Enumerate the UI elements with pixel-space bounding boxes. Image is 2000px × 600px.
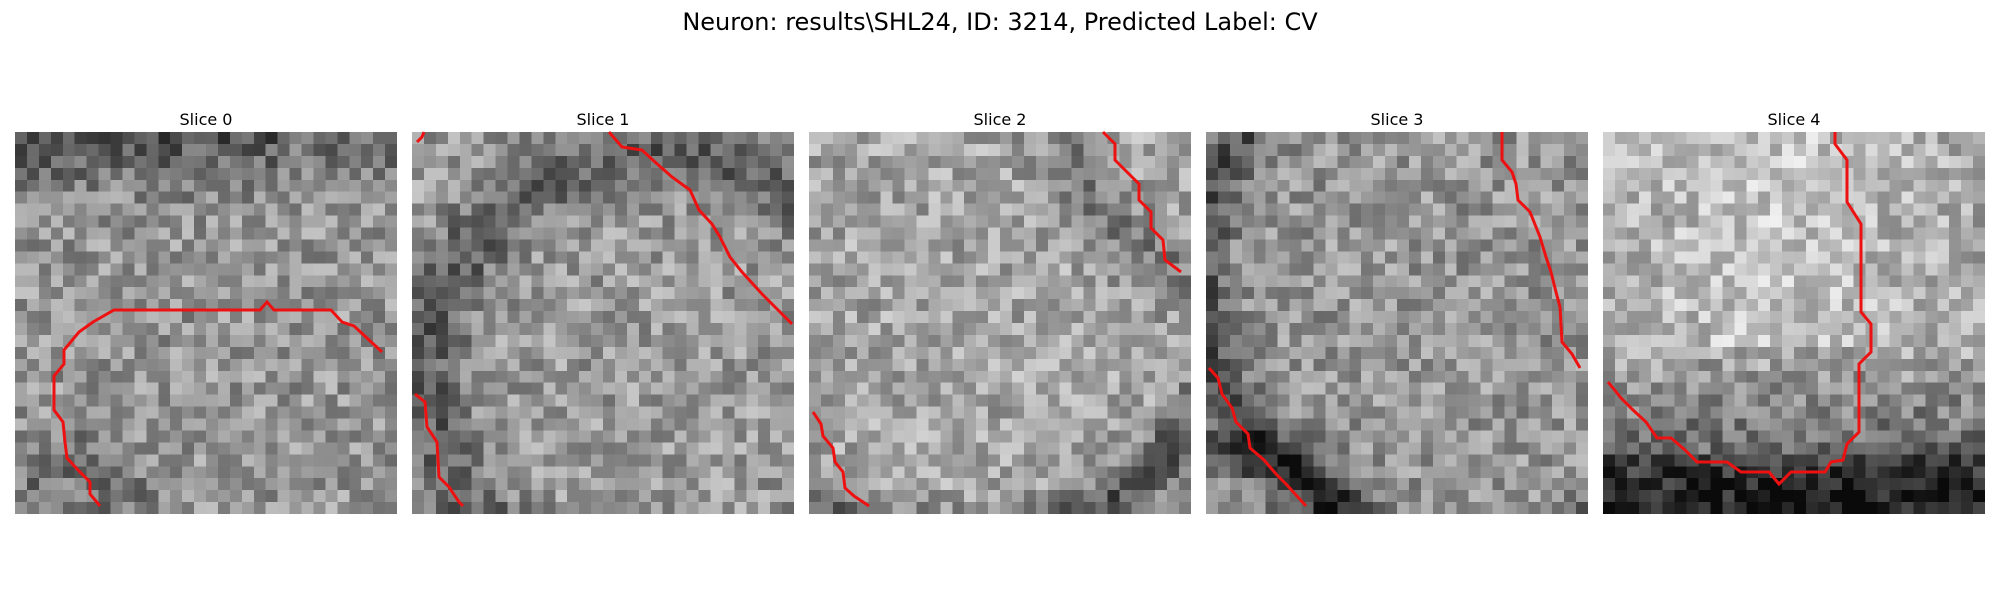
slice-panel-1: Slice 1 (412, 110, 794, 514)
figure-title: Neuron: results\SHL24, ID: 3214, Predict… (682, 8, 1318, 36)
slice-3-image (1206, 132, 1588, 514)
slice-panel-4: Slice 4 (1603, 110, 1985, 514)
slice-3-title: Slice 3 (1370, 110, 1424, 129)
slice-4-contour (1606, 132, 1873, 487)
slice-1-contour (414, 131, 794, 508)
slice-1-image (412, 132, 794, 514)
slice-0-contour (52, 299, 384, 507)
slice-3-contour (1207, 132, 1582, 508)
slice-0-title: Slice 0 (179, 110, 233, 129)
slice-panel-2: Slice 2 (809, 110, 1191, 514)
slice-2-title: Slice 2 (973, 110, 1027, 129)
slice-2-image (809, 132, 1191, 514)
slice-panel-3: Slice 3 (1206, 110, 1588, 514)
slice-1-title: Slice 1 (576, 110, 630, 129)
slice-0-image (15, 132, 397, 514)
slice-4-image (1603, 132, 1985, 514)
slice-panel-0: Slice 0 (15, 110, 397, 514)
slice-2-contour (811, 130, 1182, 508)
slice-4-title: Slice 4 (1767, 110, 1821, 129)
